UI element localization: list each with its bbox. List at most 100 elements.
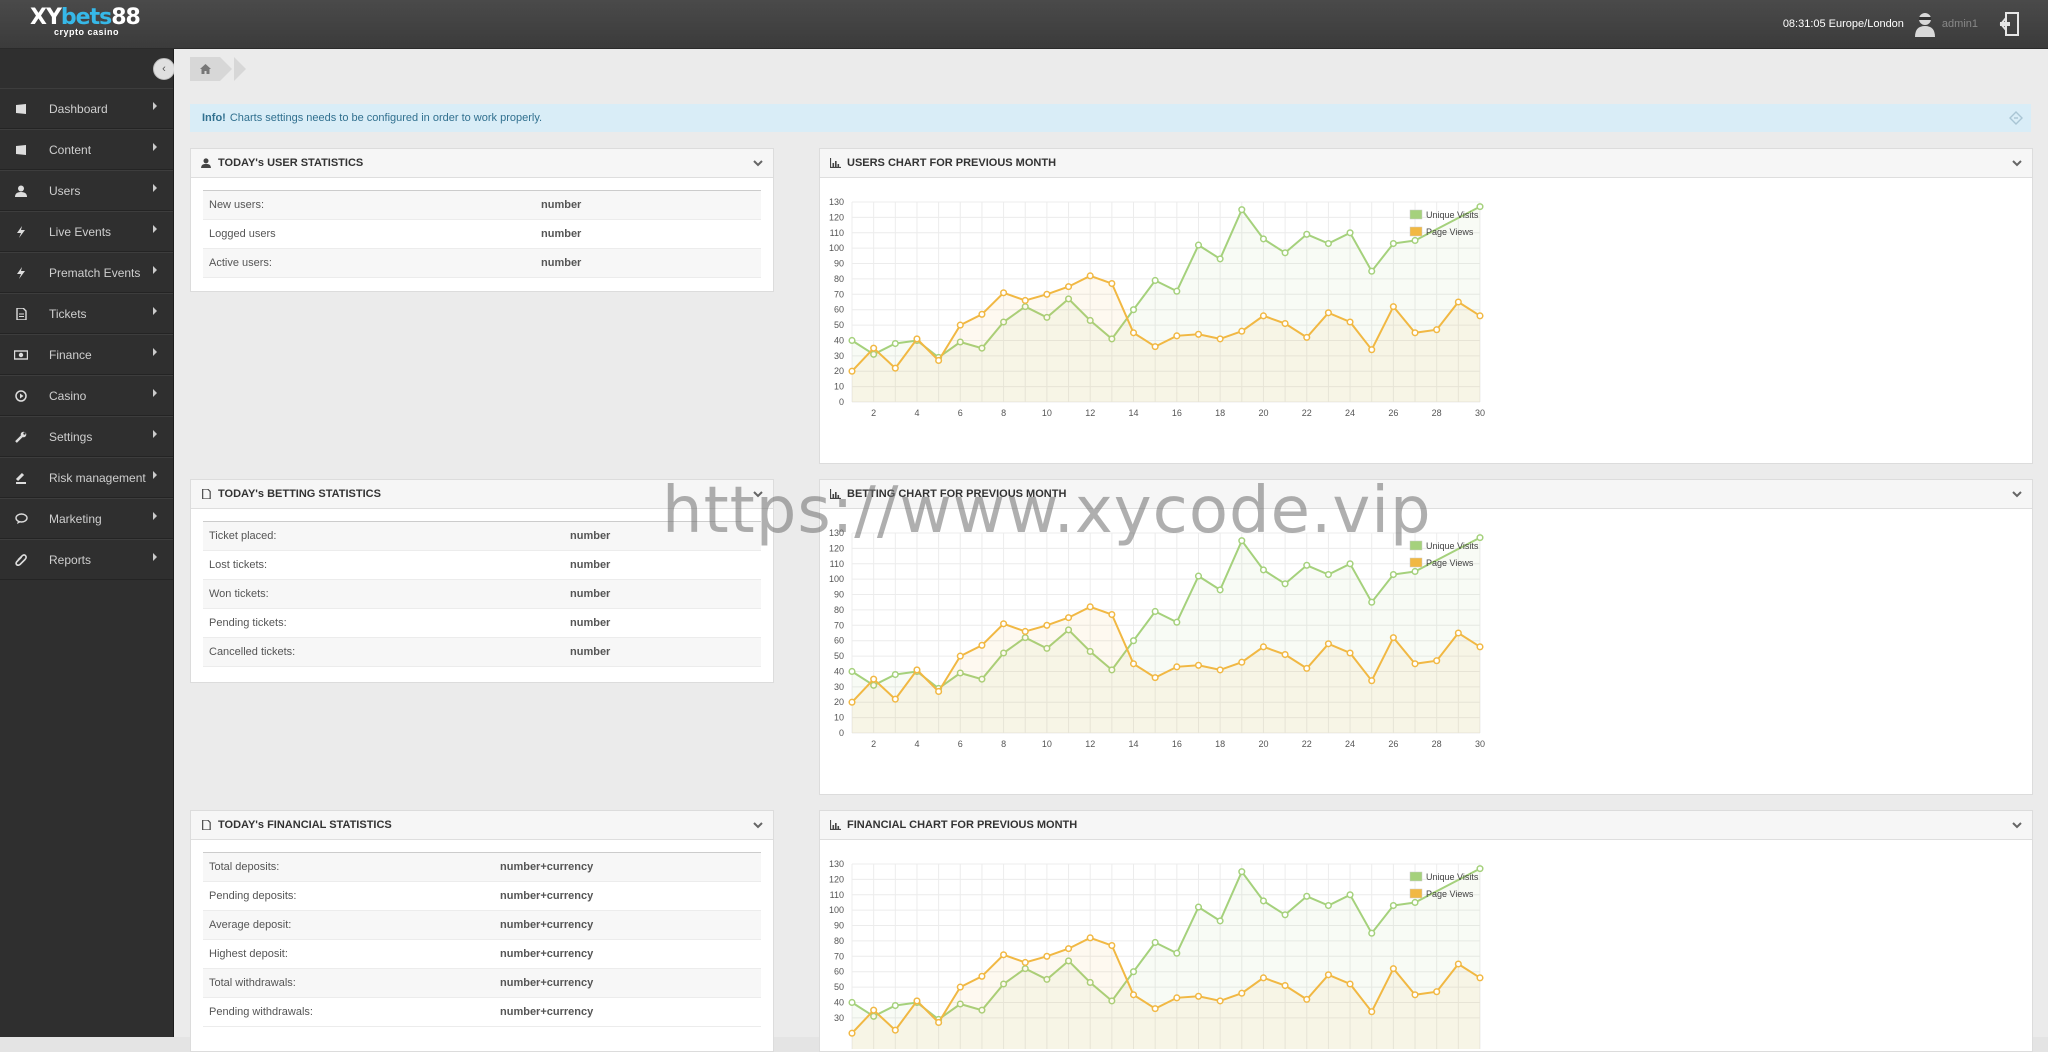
stats-table: Total deposits: number+currency Pending d…: [203, 852, 761, 1027]
chevron-down-icon[interactable]: [2010, 156, 2024, 170]
data-point: [913, 997, 921, 1005]
table-row: Active users: number: [203, 249, 761, 278]
data-point: [1368, 929, 1376, 937]
data-point: [1346, 649, 1354, 657]
data-point: [1021, 958, 1029, 967]
sidebar-collapse-button[interactable]: ‹: [153, 58, 175, 80]
chevron-down-icon[interactable]: [751, 487, 765, 501]
caret-right-icon: [153, 184, 157, 192]
y-tick-label: 40: [834, 997, 844, 1007]
x-tick-label: 12: [1085, 739, 1095, 749]
data-point: [1389, 239, 1397, 248]
y-tick-label: 60: [834, 636, 844, 646]
data-point: [1454, 960, 1462, 968]
user-icon: [201, 157, 213, 169]
data-point: [1324, 239, 1332, 248]
x-tick-label: 6: [958, 739, 963, 749]
sidebar-item-live-events[interactable]: Live Events: [0, 211, 173, 252]
sidebar-item-label: Finance: [49, 347, 92, 362]
table-row: Cancelled tickets: number: [203, 638, 761, 667]
brand-logo[interactable]: XYbets88 crypto casino: [30, 7, 150, 41]
stat-value: number+currency: [500, 861, 594, 873]
data-point: [956, 669, 964, 677]
data-point: [1021, 296, 1029, 305]
username[interactable]: admin1: [1941, 18, 1978, 30]
server-clock: 08:31:05 Europe/London: [1782, 18, 1904, 30]
y-tick-label: 100: [829, 574, 844, 584]
y-tick-label: 80: [834, 274, 844, 284]
sidebar-item-settings[interactable]: Settings: [0, 416, 173, 457]
data-point: [891, 1001, 899, 1010]
data-point: [978, 344, 986, 352]
table-row: Logged users number: [203, 220, 761, 249]
x-tick-label: 26: [1388, 408, 1398, 418]
bar-chart-icon: [830, 819, 842, 831]
chevron-down-icon[interactable]: [751, 818, 765, 832]
series-area: [852, 206, 1480, 402]
x-tick-label: 18: [1215, 408, 1225, 418]
stat-label: Pending deposits:: [209, 890, 297, 902]
widget-title: TODAY's FINANCIAL STATISTICS: [218, 819, 392, 831]
data-point: [1173, 287, 1181, 295]
breadcrumb: [190, 56, 246, 82]
x-tick-label: 4: [914, 408, 919, 418]
data-point: [1216, 917, 1224, 925]
home-icon: [199, 64, 211, 74]
data-point: [1281, 580, 1289, 588]
data-point: [1303, 561, 1311, 569]
legend-label: Page Views: [1426, 227, 1474, 237]
data-point: [1108, 997, 1116, 1005]
data-point: [1129, 660, 1138, 668]
data-point: [1173, 994, 1181, 1002]
sidebar-item-risk-management[interactable]: Risk management: [0, 457, 173, 498]
sidebar-item-casino[interactable]: Casino: [0, 375, 173, 416]
settings-hint-icon[interactable]: [2009, 111, 2023, 125]
y-tick-label: 0: [839, 728, 844, 738]
data-point: [1108, 279, 1116, 288]
data-point: [870, 675, 878, 683]
y-tick-label: 30: [834, 351, 844, 361]
sidebar-item-dashboard[interactable]: Dashboard: [0, 88, 173, 129]
widget-title: TODAY's USER STATISTICS: [218, 157, 364, 169]
user-stats-widget: TODAY's USER STATISTICS New users: number…: [190, 148, 774, 292]
user-avatar-icon[interactable]: [1914, 11, 1936, 37]
chevron-down-icon[interactable]: [2010, 487, 2024, 501]
breadcrumb-home[interactable]: [190, 57, 232, 81]
chevron-down-icon[interactable]: [751, 156, 765, 170]
chevron-down-icon[interactable]: [2010, 818, 2024, 832]
sidebar-item-prematch-events[interactable]: Prematch Events: [0, 252, 173, 293]
stat-value: number+currency: [500, 1006, 594, 1018]
x-tick-label: 16: [1172, 739, 1182, 749]
data-point: [1411, 567, 1419, 576]
y-tick-label: 10: [834, 713, 844, 723]
wrench-icon: [14, 430, 28, 444]
stat-value: number: [541, 257, 582, 269]
table-row: Pending tickets: number: [203, 609, 761, 638]
x-tick-label: 22: [1302, 408, 1312, 418]
sidebar-item-reports[interactable]: Reports: [0, 539, 173, 580]
sidebar-item-finance[interactable]: Finance: [0, 334, 173, 375]
sidebar-item-marketing[interactable]: Marketing: [0, 498, 173, 539]
series-line: [851, 274, 1481, 372]
data-point: [1129, 329, 1138, 337]
series-line: [851, 867, 1481, 1021]
logout-icon[interactable]: [1998, 11, 2020, 37]
data-point: [1194, 992, 1203, 1000]
paperclip-icon: [14, 553, 28, 567]
caret-right-icon: [153, 143, 157, 151]
stat-value: number: [570, 617, 611, 629]
data-point: [1194, 241, 1203, 249]
betting-stats-widget: TODAY's BETTING STATISTICS Ticket placed…: [190, 479, 774, 683]
caret-right-icon: [153, 307, 157, 315]
logo-wordmark: XYbets88: [30, 5, 141, 30]
stat-value: number: [570, 646, 611, 658]
sidebar-item-content[interactable]: Content: [0, 129, 173, 170]
data-point: [1303, 892, 1311, 900]
widget-title: FINANCIAL CHART FOR PREVIOUS MONTH: [847, 819, 1078, 831]
caret-right-icon: [153, 225, 157, 233]
chevron-left-icon: ‹: [162, 63, 166, 75]
data-point: [1346, 560, 1354, 568]
sidebar-item-tickets[interactable]: Tickets: [0, 293, 173, 334]
sidebar-item-users[interactable]: Users: [0, 170, 173, 211]
data-point: [1238, 868, 1246, 876]
